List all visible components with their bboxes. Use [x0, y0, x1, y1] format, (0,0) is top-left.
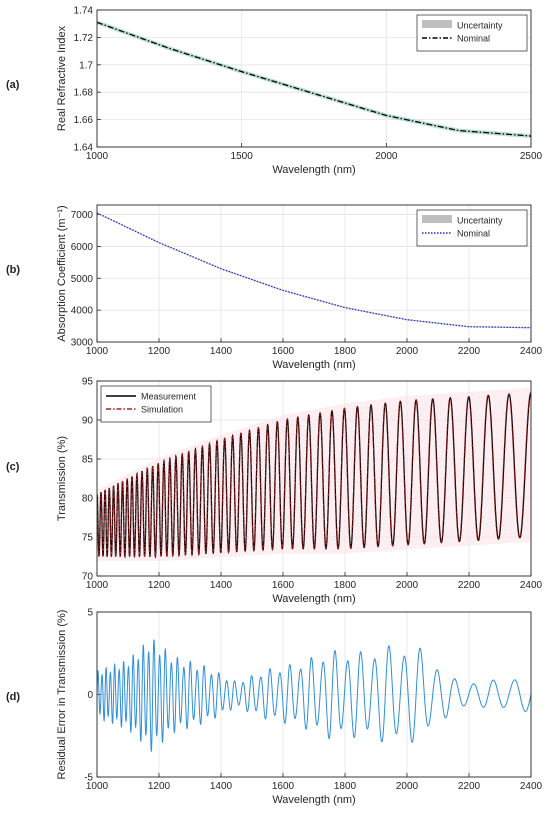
chart-panel-2: (b) 1000 1200 1400 1600 1800 2000 2200 2400 3000 4…: [6, 204, 543, 371]
panel-label: (c): [6, 461, 20, 473]
x-tick-label: 1400: [210, 781, 233, 792]
x-tick-label: 2000: [396, 580, 419, 591]
y-tick-label: 7000: [71, 210, 94, 221]
x-tick-label: 1000: [86, 151, 109, 162]
y-tick-label: 6000: [71, 242, 94, 253]
y-tick-label: 95: [82, 377, 94, 388]
legend-entry: Nominal: [457, 34, 490, 44]
legend-entry: Uncertainty: [457, 21, 503, 31]
x-tick-label: 2000: [396, 781, 419, 792]
x-tick-label: 2200: [458, 781, 481, 792]
y-tick-label: 5: [87, 608, 93, 619]
chart-panel-4: (d) 1000 1200 1400 1600 1800 2000 2200 2400 -5 0 5 W…: [6, 608, 543, 807]
x-tick-label: 1800: [334, 580, 357, 591]
y-tick-label: 85: [82, 455, 94, 466]
x-tick-label: 1000: [86, 580, 109, 591]
y-tick-label: 90: [82, 416, 94, 427]
x-tick-label: 2200: [458, 346, 481, 357]
y-axis-label: Residual Error in Transmission (%): [56, 610, 68, 780]
simulation-line: [97, 392, 531, 558]
legend-entry: Simulation: [141, 405, 183, 415]
y-tick-label: 3000: [71, 338, 94, 349]
x-tick-label: 1000: [86, 781, 109, 792]
axes-frame: [96, 611, 532, 778]
x-tick-label: 1800: [334, 781, 357, 792]
x-tick-label: 1200: [148, 781, 171, 792]
y-tick-label: 1.64: [74, 143, 94, 154]
y-tick-label: 80: [82, 494, 94, 505]
x-tick-label: 2200: [458, 580, 481, 591]
y-tick-label: 70: [82, 572, 94, 583]
legend: Measurement Simulation: [100, 385, 212, 423]
x-tick-label: 2000: [375, 151, 398, 162]
y-tick-label: 1.66: [74, 115, 94, 126]
residual-line: [97, 639, 531, 753]
y-tick-label: 1.74: [74, 6, 94, 17]
x-tick-label: 2400: [520, 346, 543, 357]
y-tick-label: -5: [84, 773, 93, 784]
legend-box: [100, 385, 212, 423]
legend: Uncertainty Nominal: [416, 209, 528, 247]
legend-entry: Nominal: [457, 229, 490, 239]
y-tick-label: 4000: [71, 306, 94, 317]
x-tick-label: 1500: [231, 151, 254, 162]
x-tick-label: 1200: [148, 580, 171, 591]
x-tick-label: 2400: [520, 781, 543, 792]
x-tick-label: 1000: [86, 346, 109, 357]
x-tick-label: 1600: [272, 580, 295, 591]
legend: Uncertainty Nominal: [416, 14, 528, 52]
chart-panel-3: (c) 1000 1200 1400 1600 1800 2000 2200 2400 70 75 8…: [6, 377, 543, 606]
x-tick-label: 1400: [210, 580, 233, 591]
x-tick-label: 2000: [396, 346, 419, 357]
legend-swatch-band: [422, 215, 452, 223]
panel-label: (a): [6, 79, 20, 91]
y-tick-label: 75: [82, 533, 94, 544]
x-tick-label: 1400: [210, 346, 233, 357]
y-axis-label: Real Refractive Index: [56, 25, 68, 131]
axes-frame: [96, 9, 532, 148]
legend-entry: Measurement: [141, 392, 197, 402]
legend-swatch-band: [422, 20, 452, 28]
y-tick-label: 1.68: [74, 88, 94, 99]
x-axis-label: Wavelength (nm): [272, 359, 355, 371]
x-tick-label: 2500: [520, 151, 543, 162]
x-tick-label: 1800: [334, 346, 357, 357]
y-tick-label: 0: [87, 690, 93, 701]
nominal-line: [97, 212, 531, 329]
axes-frame: [96, 204, 532, 343]
x-axis-label: Wavelength (nm): [272, 794, 355, 806]
x-tick-label: 1200: [148, 346, 171, 357]
plot-lines: [97, 639, 531, 753]
chart-panel-1: (a) 1000 1500 2000 2500 1.64 1.66 1.68 1.7 1.72 1.…: [6, 6, 543, 177]
x-tick-label: 2400: [520, 580, 543, 591]
y-tick-label: 1.72: [74, 33, 94, 44]
y-tick-label: 5000: [71, 274, 94, 285]
panel-label: (d): [6, 691, 20, 703]
panel-label: (b): [6, 264, 20, 276]
plot-lines: [97, 388, 531, 562]
legend-entry: Uncertainty: [457, 216, 503, 226]
x-tick-label: 1600: [272, 781, 295, 792]
y-axis-label: Transmission (%): [56, 436, 68, 521]
y-tick-label: 1.7: [79, 60, 93, 71]
x-axis-label: Wavelength (nm): [272, 593, 355, 605]
x-axis-label: Wavelength (nm): [272, 164, 355, 176]
x-tick-label: 1600: [272, 346, 295, 357]
plot-lines: [97, 212, 531, 329]
axes-frame: [96, 380, 532, 577]
y-axis-label: Absorption Coefficient (m⁻¹): [56, 205, 68, 341]
